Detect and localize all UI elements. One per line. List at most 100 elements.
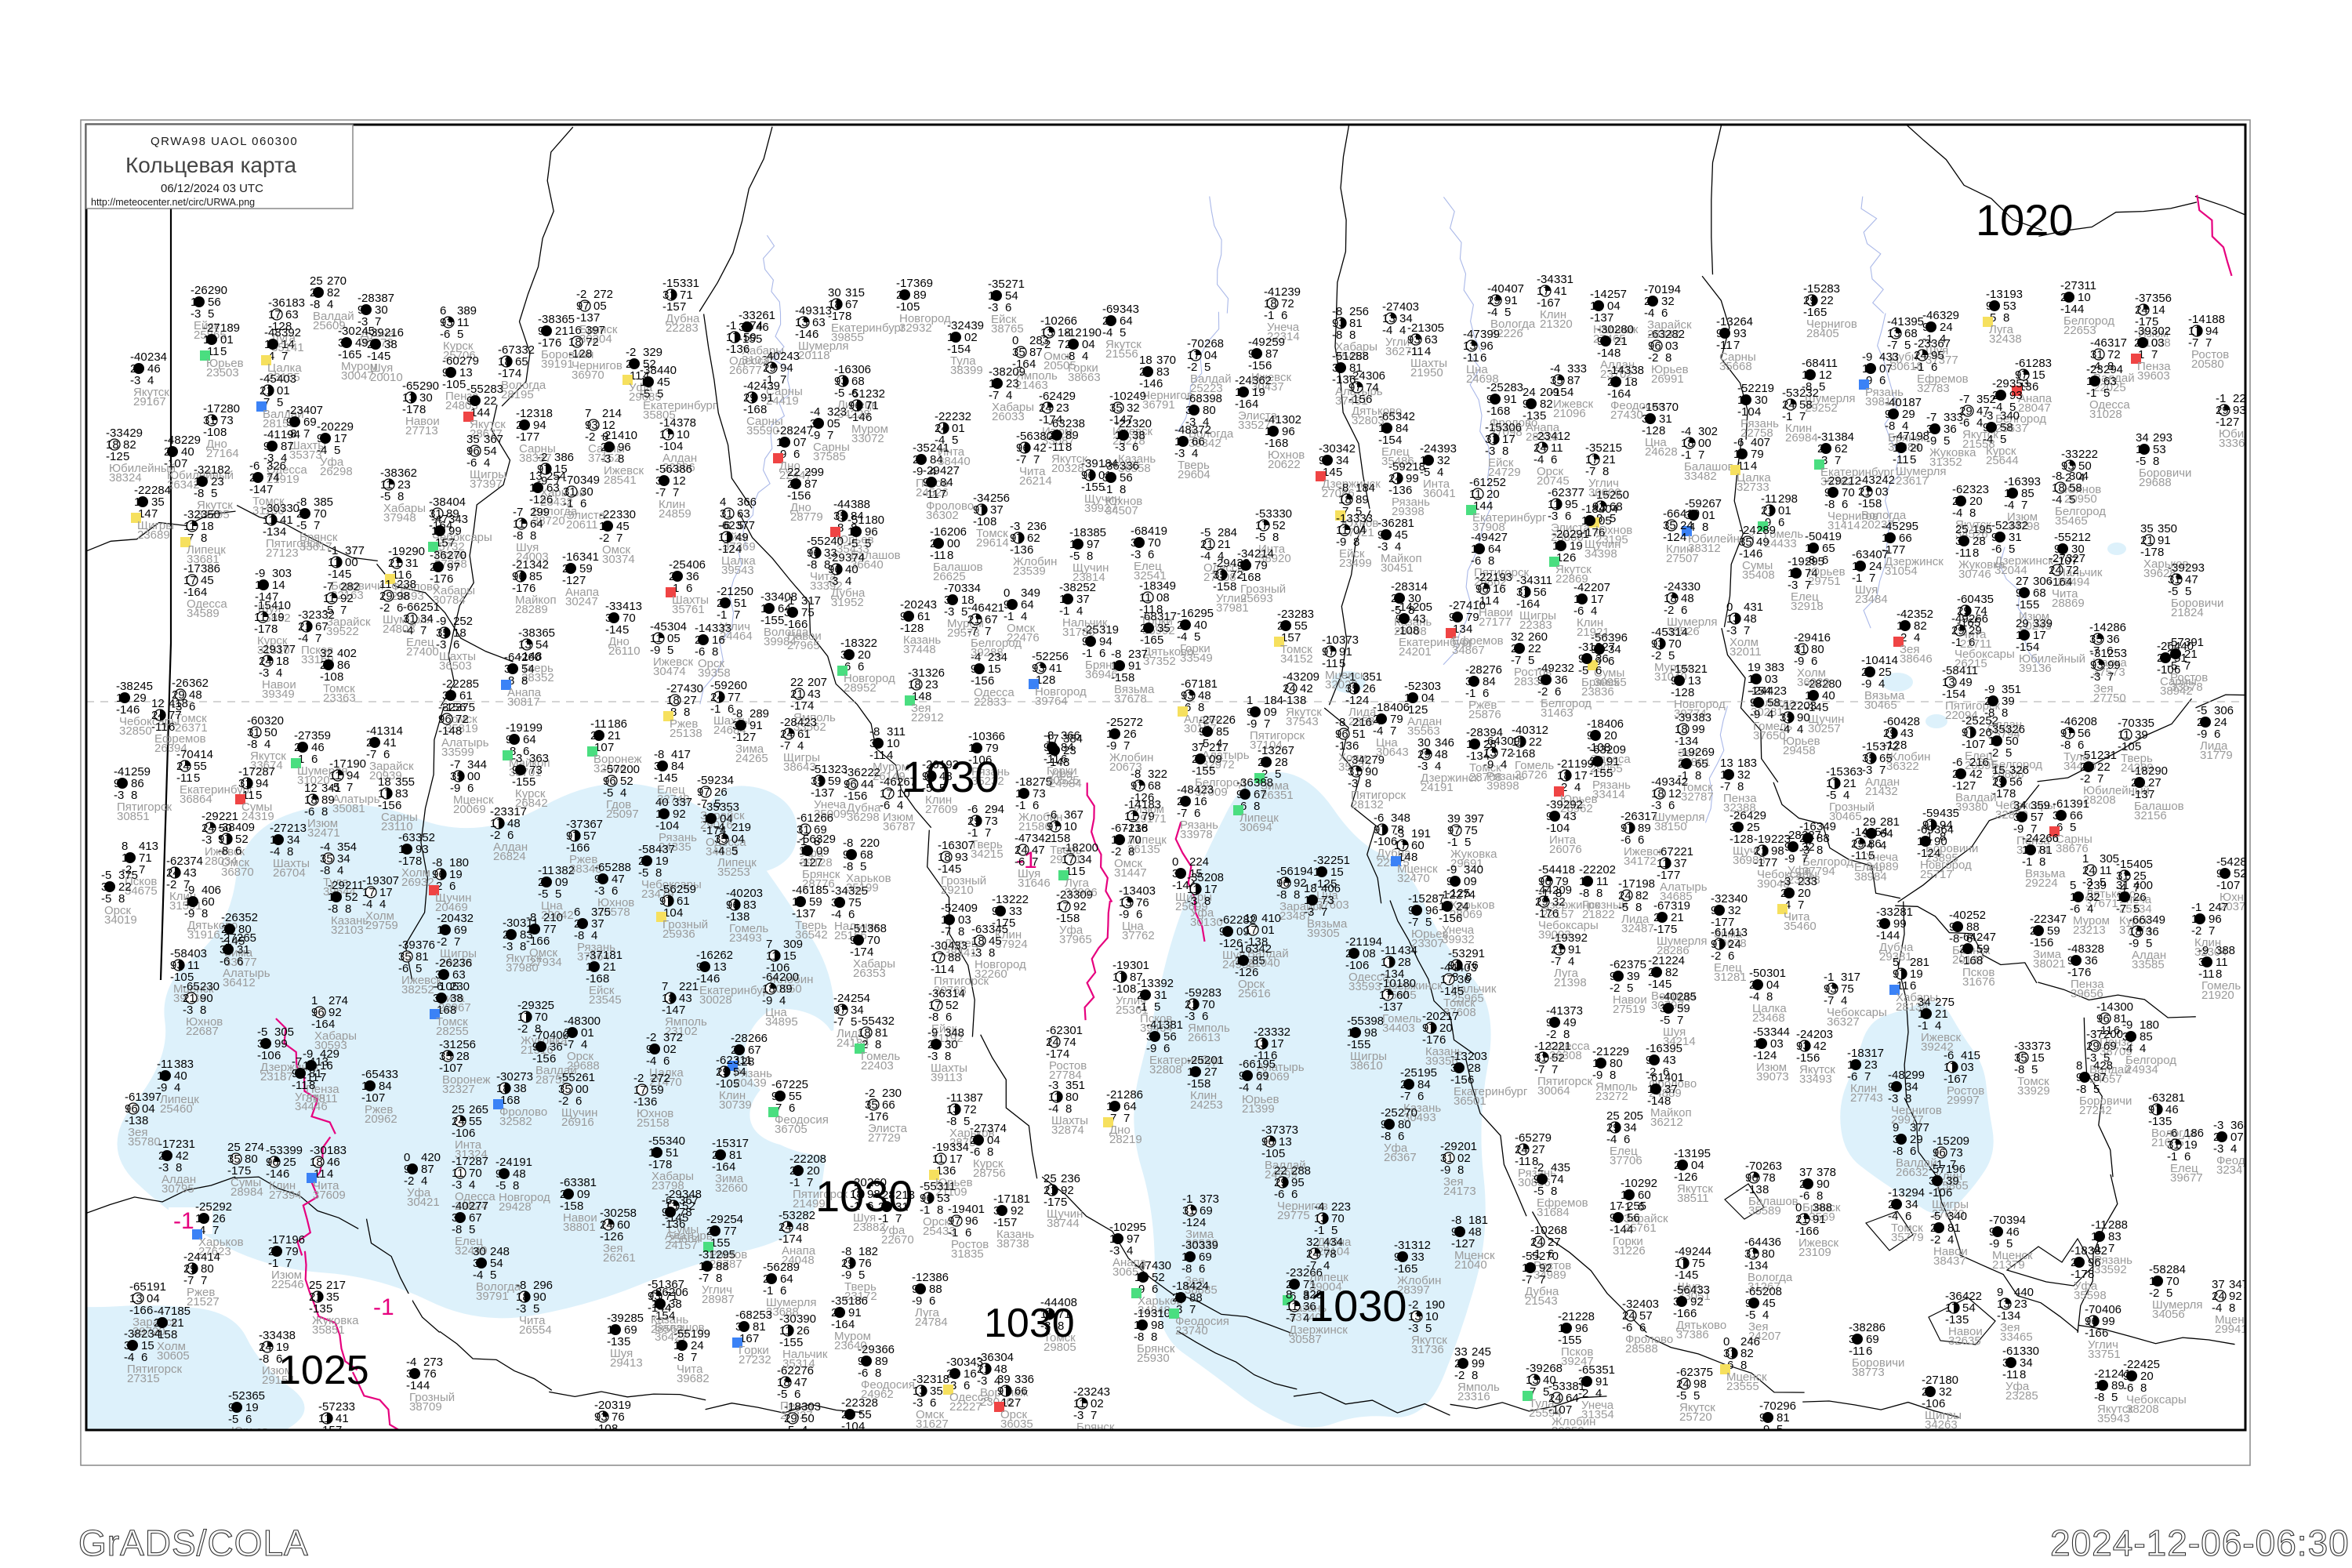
svg-text:305634: 305 63 4	[1425, 321, 1444, 358]
svg-text:3724-4: 37 24 -4	[2212, 1278, 2225, 1315]
svg-text:413717: 413 71 7	[139, 840, 158, 877]
svg-text:-711-8: -7 11 -8	[513, 506, 525, 543]
svg-text:Шахты26704: Шахты 26704	[273, 857, 310, 880]
svg-text:Якутск21556: Якутск 21556	[1105, 338, 1142, 361]
svg-text:197-9: 1 97 -9	[1247, 694, 1260, 731]
svg-text:-418-1: -4 18 -1	[1681, 425, 1694, 462]
svg-text:373498: 373 49 8	[1563, 1004, 1583, 1041]
svg-text:-935-3: -9 35 -3	[436, 615, 449, 652]
svg-text:-1824-4: -18 24 -4	[1373, 701, 1390, 738]
svg-text:-1824-17: -18 24 -17	[2071, 1244, 2088, 1281]
svg-text:423166: 423 16 6	[1194, 783, 1214, 820]
svg-text:-735-9: -7 35 -9	[450, 758, 463, 795]
svg-text:Мценск32470: Мценск 32470	[1397, 862, 1438, 885]
svg-text:326238: 326 23 8	[925, 666, 945, 703]
svg-text:Щигры22383: Щигры 22383	[1519, 609, 1556, 632]
svg-text:Анапа30247: Анапа 30247	[565, 586, 600, 608]
svg-text:Щигры23689: Щигры 23689	[137, 519, 174, 542]
svg-text:Якутск29167: Якутск 29167	[133, 386, 169, 408]
svg-text:Горки38663: Горки 38663	[1068, 361, 1101, 384]
svg-text:Пятигорск30851: Пятигорск 30851	[117, 800, 172, 823]
svg-text:-4111-16: -41 11 -16	[1265, 413, 1282, 450]
svg-text:Алдан30795: Алдан 30795	[162, 1173, 196, 1196]
svg-text:181927: 181 92 7	[1011, 1192, 1030, 1229]
svg-text:Инта26432: Инта 26432	[844, 1432, 877, 1454]
svg-text:Новгород25717: Новгород 25717	[1920, 858, 1972, 881]
svg-text:-1613-4: -16 13 -4	[2004, 475, 2021, 512]
svg-text:Ефремов34867: Ефремов 34867	[1452, 634, 1504, 657]
svg-text:238898: 238 89 8	[1065, 417, 1085, 454]
svg-text:Ейск23499: Ейск 23499	[1339, 547, 1372, 570]
svg-text:257047: 257 04 7	[1607, 288, 1627, 325]
svg-text:Клин24859: Клин 24859	[659, 498, 691, 521]
svg-text:206008: 206 00 8	[947, 525, 967, 562]
svg-text:Орск34019: Орск 34019	[104, 904, 137, 927]
svg-text:-7029-4: -70 29 -4	[1644, 283, 1661, 320]
svg-text:Юрьев23503: Юрьев 23503	[206, 357, 244, 379]
svg-text:Курск25644: Курск 25644	[1986, 445, 2019, 467]
svg-text:Кольцевая карта: Кольцевая карта	[125, 153, 296, 177]
svg-text:Новгород32932: Новгород 32932	[899, 312, 951, 335]
svg-text:427847: 427 84 7	[940, 464, 960, 501]
svg-text:-4029-3: -40 29 -3	[130, 350, 147, 387]
svg-text:Хабары26033: Хабары 26033	[992, 401, 1034, 423]
svg-text:Новгород32260: Новгород 32260	[975, 958, 1026, 981]
svg-text:1025: 1025	[278, 1348, 369, 1393]
svg-text:Белгород35465: Белгород 35465	[2055, 505, 2106, 528]
svg-text:Навои38801: Навои 38801	[563, 1211, 597, 1234]
svg-text:Майкоп36212: Майкоп 36212	[1650, 1106, 1692, 1129]
svg-text:Тверь29604: Тверь 29604	[1178, 459, 1210, 481]
svg-text:Жлобин36322: Жлобин 36322	[1886, 750, 1930, 773]
svg-text:285695: 285 69 5	[624, 1312, 644, 1348]
svg-text:Орск36035: Орск 36035	[1000, 1408, 1033, 1431]
svg-text:363735: 363 73 5	[529, 752, 549, 789]
svg-text:367108: 367 10 8	[1064, 808, 1083, 845]
svg-text:3029-3: 30 29 -3	[1417, 736, 1431, 773]
svg-text:339174: 339 17 4	[2033, 617, 2053, 654]
svg-text:412116: 412 11 6	[1551, 430, 1570, 466]
svg-text:Томск28255: Томск 28255	[436, 1015, 469, 1038]
svg-text:385978: 385 97 8	[1087, 526, 1106, 563]
svg-text:323208: 323 20 8	[1969, 483, 1989, 520]
svg-text:Юбилейный33360: Юбилейный 33360	[2219, 427, 2285, 450]
svg-text:182765: 182 76 5	[858, 1245, 878, 1282]
svg-text:-3818-1: -38 18 -1	[1059, 581, 1076, 618]
svg-text:Сарны38942: Сарны 38942	[2160, 675, 2197, 698]
svg-text:Шуя20010: Шуя 20010	[370, 361, 403, 384]
svg-text:187294: 187 29 4	[1902, 396, 1922, 433]
svg-text:-4218-6: -42 18 -6	[1573, 581, 1591, 618]
svg-text:411494: 411 49 4	[1959, 664, 1978, 701]
svg-text:186914: 186 91 4	[848, 1294, 868, 1331]
svg-text:-521-4: -5 21 -4	[1200, 526, 1214, 563]
svg-text:352824: 352 82 4	[1914, 608, 1933, 644]
svg-text:693-6: 6 93 -6	[440, 304, 453, 341]
svg-text:-2111-8: -21 11 -8	[2094, 1367, 2111, 1404]
svg-text:290565: 290 56 5	[208, 284, 227, 321]
svg-text:295974: 295 97 4	[1127, 1221, 1146, 1258]
svg-text:271546: 271 54 6	[1005, 278, 1025, 314]
svg-text:Луга21398: Луга 21398	[1554, 967, 1587, 989]
svg-text:319215: 319 21 5	[1671, 899, 1690, 936]
svg-text:Горки33549: Горки 33549	[1180, 642, 1213, 665]
svg-text:306246: 306 24 6	[2214, 704, 2234, 741]
svg-text:399966: 399 96 6	[1480, 328, 1500, 365]
svg-text:Юхнов25158: Юхнов 25158	[637, 1107, 673, 1130]
svg-text:1030: 1030	[902, 752, 1000, 801]
svg-text:298016: 298 01 6	[1778, 492, 1798, 529]
svg-text:Изюм22546: Изюм 22546	[271, 1269, 304, 1291]
svg-text:Вологда28195: Вологда 28195	[501, 379, 546, 401]
svg-text:301048: 301 04 8	[1766, 967, 1786, 1004]
